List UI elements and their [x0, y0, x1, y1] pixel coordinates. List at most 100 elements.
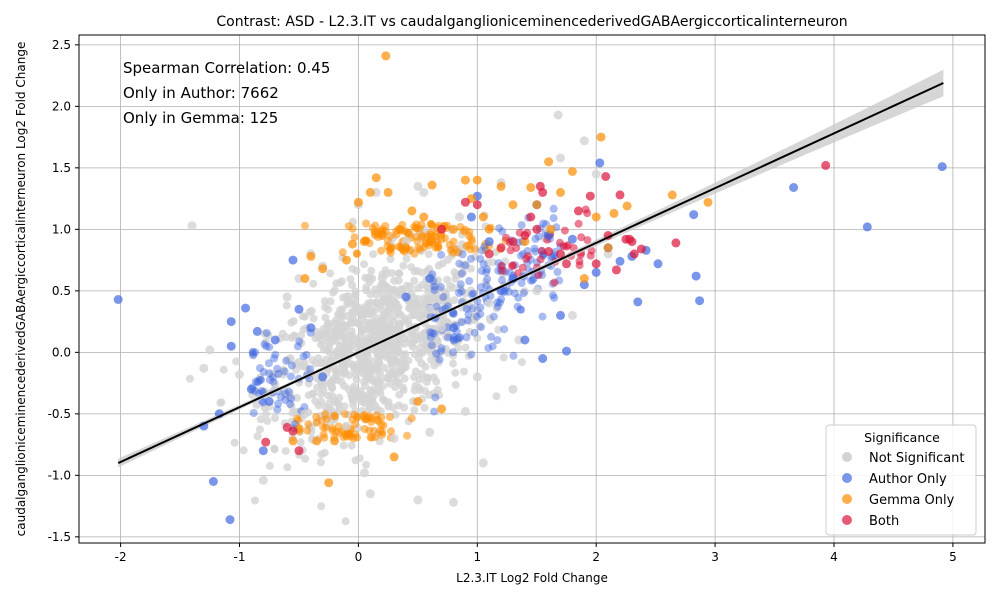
- dense-point: [410, 249, 419, 258]
- dense-point: [254, 377, 263, 386]
- dense-point: [335, 278, 344, 287]
- dense-point: [428, 329, 437, 338]
- dense-point: [348, 224, 357, 233]
- dense-point: [449, 348, 457, 357]
- dense-point: [477, 246, 486, 255]
- dense-point: [411, 330, 419, 339]
- dense-point: [531, 234, 540, 243]
- chart-title: Contrast: ASD - L2.3.IT vs caudalganglio…: [216, 14, 847, 30]
- dense-point: [404, 229, 413, 238]
- dense-point: [463, 316, 472, 325]
- dense-point: [550, 278, 559, 287]
- dense-point: [311, 359, 320, 368]
- dense-point: [326, 269, 335, 278]
- dense-point: [375, 352, 384, 361]
- point-gemma-only: [472, 175, 482, 185]
- dense-point: [477, 266, 486, 275]
- dense-point: [534, 232, 543, 241]
- dense-point: [304, 379, 313, 388]
- dense-point: [337, 322, 346, 331]
- point-author-only: [579, 280, 589, 290]
- dense-point: [486, 316, 495, 325]
- dense-point: [293, 414, 302, 423]
- point-both: [538, 187, 548, 197]
- point-not-significant: [330, 397, 340, 406]
- dense-point: [477, 323, 486, 332]
- axis-ticks: -2 -1 0 1 2 3 4 5 -1.5 -1.0 -0.5 0.0 0.5 1.0 1.5 2.0 2.5: [48, 38, 957, 564]
- point-gemma-only: [342, 255, 351, 265]
- dense-point: [395, 269, 404, 278]
- dense-point: [417, 333, 425, 342]
- dense-point: [280, 367, 289, 376]
- dense-point: [296, 438, 305, 447]
- dense-point: [367, 394, 376, 403]
- point-both: [627, 237, 637, 247]
- dense-point: [344, 292, 352, 301]
- point-both: [294, 446, 304, 456]
- dense-point: [467, 350, 476, 359]
- point-both: [520, 231, 530, 240]
- dense-point: [343, 300, 352, 309]
- dense-point: [424, 283, 433, 292]
- dense-point: [309, 314, 318, 323]
- point-gemma-only: [622, 201, 632, 211]
- dense-point: [341, 517, 350, 526]
- point-both: [671, 238, 681, 248]
- dense-point: [377, 246, 385, 255]
- point-gemma-only: [389, 452, 399, 462]
- point-author-only: [258, 446, 268, 456]
- point-gemma-only: [596, 132, 606, 142]
- dense-point: [320, 448, 329, 457]
- dense-point: [282, 333, 290, 342]
- point-not-significant: [449, 497, 458, 507]
- dense-point: [517, 279, 526, 287]
- dense-point: [340, 410, 349, 418]
- dense-point: [339, 441, 348, 450]
- dense-point: [305, 308, 314, 316]
- dense-point: [471, 252, 480, 261]
- dense-point: [430, 407, 439, 416]
- dense-point: [417, 312, 426, 321]
- point-gemma-only: [427, 180, 437, 190]
- point-gemma-only: [407, 206, 417, 216]
- point-author-only: [226, 317, 236, 327]
- dense-point: [362, 286, 371, 295]
- dense-point: [330, 319, 339, 328]
- dense-point: [449, 351, 458, 360]
- dense-point: [484, 344, 493, 353]
- dense-point: [389, 367, 398, 376]
- point-author-only: [252, 326, 262, 336]
- dense-point: [418, 280, 427, 289]
- dense-point: [426, 328, 435, 337]
- point-gemma-only: [348, 239, 357, 249]
- dense-point: [549, 214, 558, 223]
- dense-point: [269, 378, 278, 386]
- dense-point: [276, 393, 285, 402]
- dense-point: [376, 344, 385, 353]
- dense-point: [394, 276, 403, 285]
- dense-point: [518, 263, 527, 272]
- dense-point: [302, 350, 311, 359]
- regression-line: [117, 82, 944, 464]
- dense-point: [504, 287, 513, 296]
- dense-point: [430, 361, 439, 370]
- point-not-significant: [413, 181, 423, 191]
- point-not-significant: [187, 221, 197, 231]
- point-not-significant: [235, 370, 244, 379]
- dense-point: [378, 430, 386, 439]
- point-author-only: [225, 515, 235, 525]
- dense-point: [499, 353, 508, 362]
- dense-point: [366, 386, 375, 394]
- dense-point: [377, 317, 386, 326]
- dense-point: [449, 333, 458, 341]
- dense-point: [368, 357, 377, 366]
- dense-point: [456, 223, 465, 231]
- dense-point: [424, 373, 433, 382]
- point-author-only: [226, 341, 236, 351]
- dense-point: [437, 344, 446, 353]
- dense-point: [473, 334, 482, 343]
- dense-point: [510, 289, 519, 298]
- dense-point: [468, 290, 476, 299]
- point-not-significant: [425, 304, 435, 314]
- point-not-significant: [389, 433, 399, 443]
